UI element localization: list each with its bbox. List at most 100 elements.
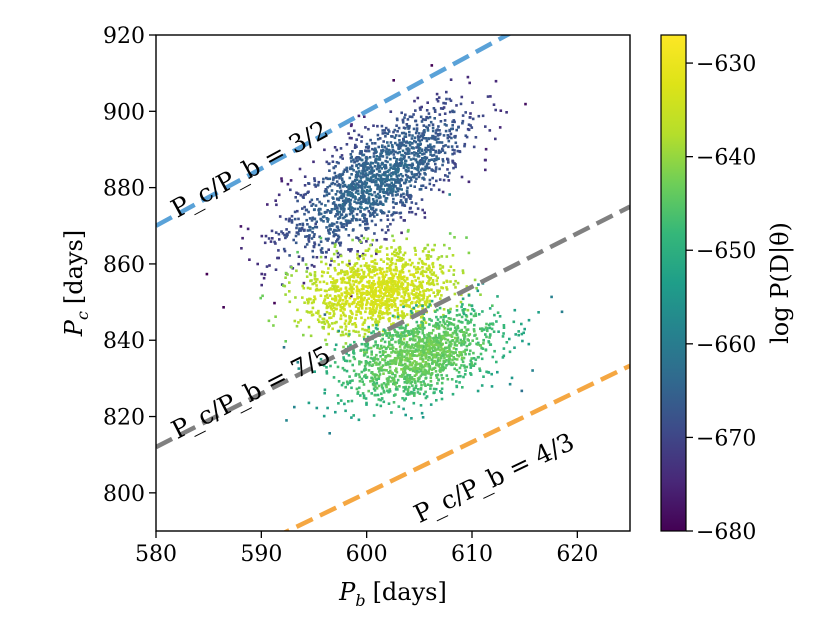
scatter-point <box>393 166 396 169</box>
scatter-point <box>450 342 453 346</box>
scatter-point <box>429 120 433 124</box>
scatter-point <box>371 268 375 272</box>
scatter-point <box>325 319 328 323</box>
scatter-point <box>433 355 436 358</box>
scatter-point <box>362 287 365 291</box>
scatter-point <box>313 265 316 268</box>
scatter-point <box>384 356 387 359</box>
scatter-point <box>379 209 382 212</box>
scatter-point <box>385 147 388 151</box>
scatter-point <box>375 363 378 366</box>
scatter-point <box>313 233 316 236</box>
scatter-point <box>490 385 494 388</box>
scatter-point <box>350 399 354 403</box>
scatter-point <box>367 268 370 272</box>
scatter-point <box>400 353 404 356</box>
scatter-point <box>377 294 381 297</box>
scatter-point <box>377 145 380 149</box>
scatter-point <box>390 258 393 262</box>
scatter-point <box>353 264 357 267</box>
scatter-point <box>350 183 354 187</box>
scatter-point <box>307 310 310 314</box>
scatter-point <box>368 279 371 283</box>
scatter-point <box>379 281 383 284</box>
scatter-point <box>452 283 456 286</box>
scatter-point <box>347 400 350 403</box>
scatter-point <box>366 237 370 241</box>
scatter-point <box>378 347 382 351</box>
scatter-point <box>424 321 428 324</box>
scatter-point <box>356 207 360 211</box>
scatter-point <box>439 367 442 370</box>
scatter-point <box>453 236 456 239</box>
scatter-point <box>360 200 363 204</box>
scatter-point <box>370 260 373 263</box>
scatter-point <box>421 304 424 308</box>
scatter-point <box>369 243 372 247</box>
scatter-point <box>339 190 342 194</box>
scatter-point <box>389 263 393 267</box>
scatter-point <box>372 152 376 155</box>
scatter-point <box>422 294 426 298</box>
scatter-point <box>293 217 297 221</box>
y-tick-label: 880 <box>103 177 145 202</box>
scatter-point <box>377 367 380 370</box>
scatter-point <box>453 367 456 371</box>
scatter-point <box>410 210 414 214</box>
scatter-point <box>392 322 395 325</box>
scatter-point <box>458 381 461 384</box>
scatter-point <box>340 196 344 200</box>
scatter-point <box>443 243 446 247</box>
scatter-point <box>430 299 434 303</box>
scatter-point <box>417 326 421 330</box>
scatter-point <box>431 154 434 157</box>
scatter-point <box>423 178 426 181</box>
scatter-point <box>367 193 371 196</box>
scatter-point <box>275 203 278 207</box>
scatter-point <box>385 299 389 303</box>
scatter-point <box>367 330 371 333</box>
scatter-point <box>376 358 380 361</box>
scatter-point <box>388 333 391 337</box>
scatter-point <box>470 126 474 129</box>
scatter-point <box>305 270 308 273</box>
scatter-point <box>358 239 361 242</box>
scatter-point <box>445 288 449 291</box>
scatter-point <box>268 264 271 267</box>
scatter-point <box>353 298 356 301</box>
scatter-point <box>366 185 369 189</box>
scatter-point <box>357 281 360 285</box>
scatter-point <box>390 351 393 354</box>
scatter-point <box>436 292 440 295</box>
scatter-point <box>320 321 324 324</box>
scatter-point <box>423 172 426 175</box>
scatter-point <box>400 281 404 284</box>
scatter-point <box>348 259 351 263</box>
scatter-point <box>339 241 343 245</box>
scatter-point <box>326 220 329 223</box>
scatter-point <box>354 317 357 320</box>
scatter-point <box>449 132 453 136</box>
scatter-point <box>400 158 403 162</box>
scatter-point <box>416 96 420 100</box>
scatter-point <box>421 329 424 332</box>
scatter-point <box>315 256 319 259</box>
scatter-point <box>420 105 423 109</box>
scatter-point <box>459 300 463 304</box>
scatter-point <box>378 250 382 253</box>
scatter-point <box>405 237 408 241</box>
scatter-point <box>400 358 403 362</box>
scatter-point <box>387 288 391 292</box>
scatter-point <box>342 223 346 226</box>
scatter-point <box>360 316 363 320</box>
scatter-point <box>422 365 425 369</box>
scatter-point <box>317 243 321 247</box>
scatter-point <box>330 259 333 262</box>
scatter-point <box>306 266 309 270</box>
scatter-point <box>308 229 312 232</box>
scatter-point <box>382 288 386 291</box>
scatter-point <box>368 264 371 267</box>
scatter-point <box>348 304 351 308</box>
scatter-point <box>331 277 335 280</box>
scatter-point <box>401 267 405 271</box>
